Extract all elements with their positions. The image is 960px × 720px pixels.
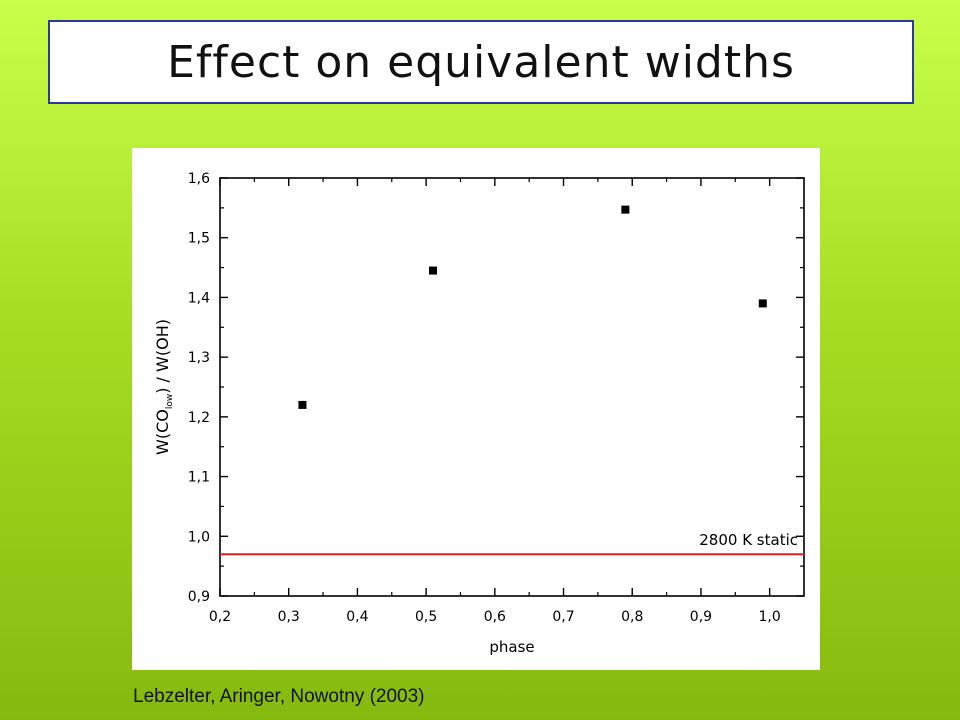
y-tick-label: 1,6	[188, 171, 210, 187]
scatter-chart: 0,2 0,3 0,4 0,5 0,6 0,7 0,8 0,9 1,0 0,9 1,0 1,1 1,2 1…	[153, 171, 805, 656]
citation-text: Lebzelter, Aringer, Nowotny (2003)	[133, 686, 425, 707]
chart-axes-layer	[219, 177, 805, 597]
y-tick-label: 1,3	[188, 350, 210, 366]
y-axis-label: W(COlow) / W(OH)	[153, 319, 175, 455]
y-tick-label: 1,2	[188, 410, 210, 426]
data-point	[758, 299, 767, 308]
y-axis-label-main: W(CO	[153, 409, 172, 455]
data-point	[298, 400, 307, 409]
chart-marks-layer	[220, 205, 804, 556]
x-tick-label: 0,6	[484, 609, 506, 625]
x-tick-label: 0,5	[415, 609, 437, 625]
slide-title-box: Effect on equivalent widths	[48, 20, 914, 104]
y-tick-label: 0,9	[188, 589, 210, 605]
y-axis-label-tail: ) / W(OH)	[153, 319, 172, 394]
x-axis-label: phase	[489, 638, 534, 656]
y-tick-label: 1,4	[188, 290, 210, 306]
x-tick-label: 0,3	[278, 609, 300, 625]
y-axis-label-subscript: low	[165, 394, 175, 409]
x-tick-label: 0,7	[552, 609, 574, 625]
x-tick-label: 0,2	[209, 609, 231, 625]
data-point	[428, 266, 437, 275]
y-tick-label: 1,5	[188, 231, 210, 247]
x-tick-label: 0,8	[621, 609, 643, 625]
chart-panel: 0,2 0,3 0,4 0,5 0,6 0,7 0,8 0,9 1,0 0,9 1,0 1,1 1,2 1…	[132, 148, 820, 670]
slide-title: Effect on equivalent widths	[167, 36, 795, 88]
y-tick-label: 1,0	[188, 529, 210, 545]
chart-labels-layer: 0,2 0,3 0,4 0,5 0,6 0,7 0,8 0,9 1,0 0,9 1,0 1,1 1,2 1…	[153, 171, 798, 656]
data-point	[621, 205, 630, 214]
y-tick-label: 1,1	[188, 470, 210, 486]
reference-line-label: 2800 K static	[699, 531, 798, 549]
x-tick-label: 0,4	[346, 609, 368, 625]
x-tick-label: 0,9	[690, 609, 712, 625]
x-tick-label: 1,0	[759, 609, 781, 625]
